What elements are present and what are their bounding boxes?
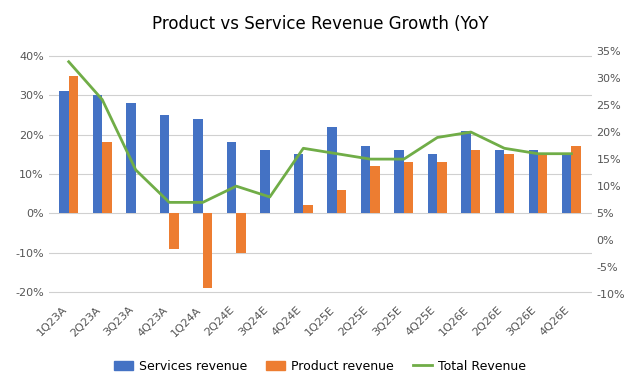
Bar [68, 76, 78, 213]
Bar [227, 142, 236, 213]
Bar [60, 91, 68, 213]
Bar [126, 103, 136, 213]
Bar [260, 150, 270, 213]
Bar [328, 127, 337, 213]
Bar [169, 213, 179, 248]
Bar [303, 205, 313, 213]
Bar [337, 190, 346, 213]
Bar [160, 115, 169, 213]
Bar [93, 95, 102, 213]
Bar [495, 150, 504, 213]
Bar [236, 213, 246, 253]
Bar [461, 131, 471, 213]
Bar [361, 146, 371, 213]
Bar [193, 119, 203, 213]
Bar [394, 150, 404, 213]
Bar [437, 162, 447, 213]
Bar [562, 154, 572, 213]
Bar [371, 166, 380, 213]
Bar [203, 213, 212, 288]
Bar [504, 154, 514, 213]
Bar [471, 150, 480, 213]
Legend: Services revenue, Product revenue, Total Revenue: Services revenue, Product revenue, Total… [109, 355, 531, 378]
Bar [572, 146, 580, 213]
Bar [294, 154, 303, 213]
Bar [529, 150, 538, 213]
Bar [404, 162, 413, 213]
Bar [538, 154, 547, 213]
Bar [102, 142, 111, 213]
Title: Product vs Service Revenue Growth (YoY: Product vs Service Revenue Growth (YoY [152, 15, 488, 33]
Bar [428, 154, 437, 213]
